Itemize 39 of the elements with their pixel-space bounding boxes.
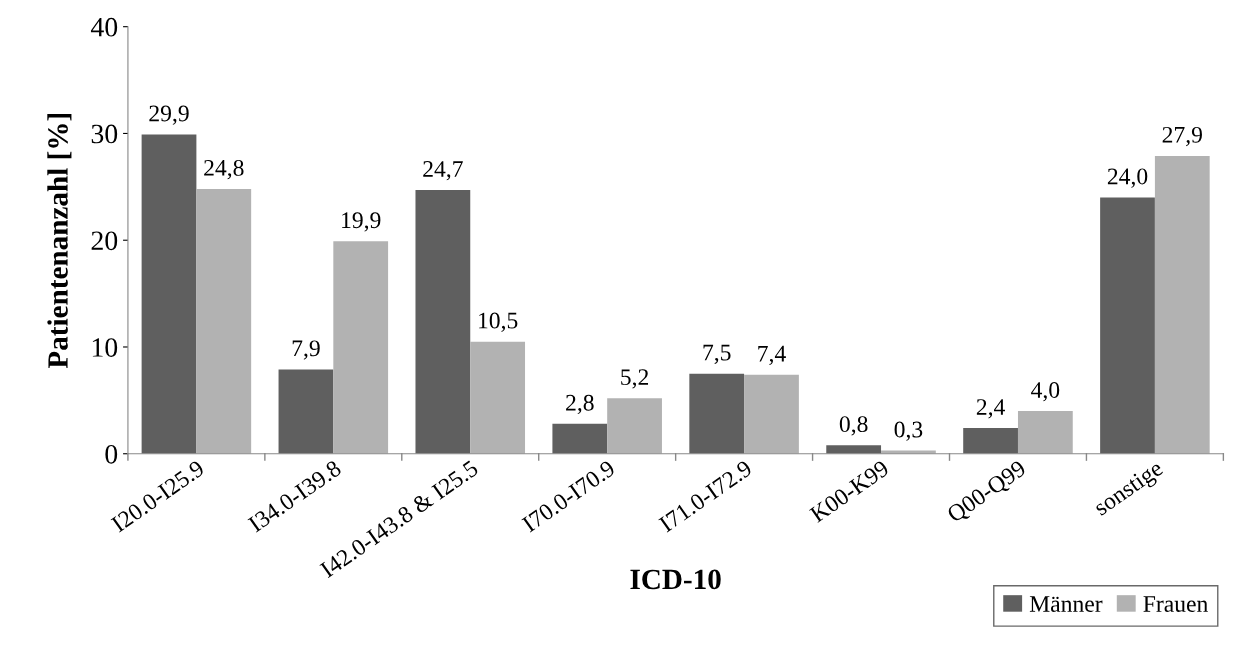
data-label: 7,9 <box>292 340 320 360</box>
data-label: 0,8 <box>839 416 868 436</box>
data-label: 4,0 <box>1031 381 1060 402</box>
bar <box>1017 411 1073 454</box>
y-tick-label: 20 <box>91 231 118 251</box>
bar <box>333 241 389 454</box>
data-label: 10,5 <box>479 312 518 332</box>
bar <box>196 188 252 454</box>
bar <box>141 134 197 454</box>
legend-label: Männer <box>1029 596 1103 612</box>
y-tick-label: 40 <box>90 17 118 37</box>
bar <box>1154 155 1210 454</box>
x-axis-title: ICD-10 <box>630 569 721 590</box>
bar <box>826 445 882 454</box>
bar <box>470 341 526 454</box>
y-tick-label: 10 <box>92 338 118 357</box>
bar <box>607 398 662 454</box>
data-label: 2,4 <box>976 399 1005 419</box>
y-tick-label: 30 <box>91 124 118 144</box>
bar <box>278 369 334 454</box>
data-label: 5,2 <box>621 369 649 389</box>
bar <box>744 374 799 454</box>
data-label: 24,0 <box>1107 168 1148 188</box>
data-label: 7,5 <box>703 344 731 364</box>
legend-label: Frauen <box>1143 596 1208 612</box>
bar <box>415 190 471 454</box>
data-label: 24,7 <box>423 161 463 181</box>
data-label: 19,9 <box>342 212 381 232</box>
data-label: 0,3 <box>894 421 923 441</box>
y-axis-title: Patientenanzahl [%] <box>47 113 72 369</box>
bar <box>1100 197 1155 454</box>
bar <box>963 428 1018 454</box>
data-label: 29,9 <box>149 105 189 125</box>
bar <box>689 373 745 454</box>
data-label: 7,4 <box>758 345 786 366</box>
data-label: 2,8 <box>566 394 594 415</box>
data-label: 24,8 <box>204 159 244 180</box>
bar <box>552 423 608 454</box>
data-label: 27,9 <box>1162 126 1202 147</box>
